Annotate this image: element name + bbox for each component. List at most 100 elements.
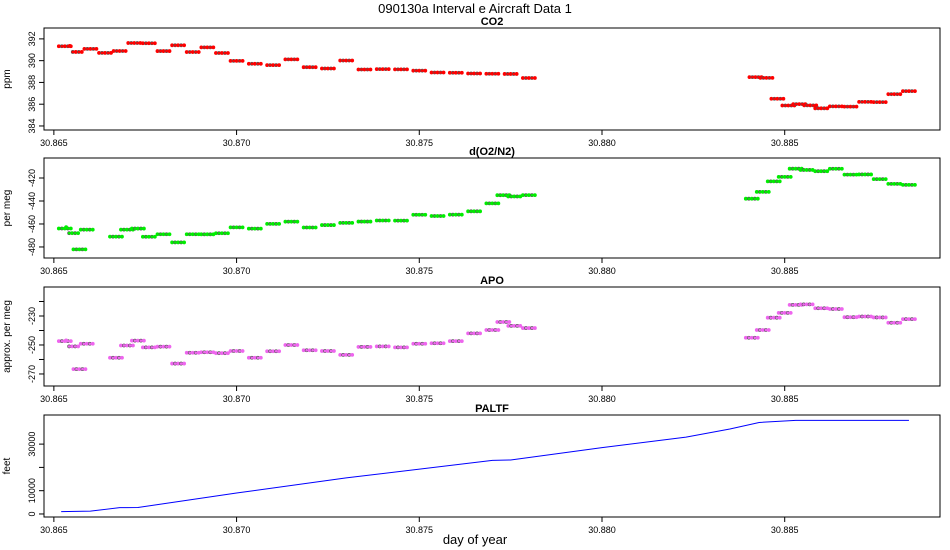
data-point xyxy=(777,179,782,184)
data-point xyxy=(788,175,793,179)
data-point xyxy=(240,58,245,63)
y-tick-label: -250 xyxy=(27,336,37,354)
y-tick-label: -420 xyxy=(27,169,37,187)
data-point xyxy=(64,225,69,230)
data-point xyxy=(313,65,318,70)
data-point xyxy=(295,343,300,347)
panel-d-o2-n2-: d(O2/N2) per meg -480 -460 -440 -420 30.865 30.… xyxy=(2,146,941,276)
data-point xyxy=(405,345,409,350)
y-axis-label: feet xyxy=(2,457,13,474)
data-point xyxy=(258,61,263,66)
data-point xyxy=(350,58,355,63)
data-point xyxy=(152,234,157,239)
plot-frame xyxy=(43,414,941,518)
x-tick-label: 30.885 xyxy=(771,266,799,276)
y-tick-label: 388 xyxy=(27,75,37,90)
data-point xyxy=(478,71,482,76)
x-tick-label: 30.885 xyxy=(771,525,799,535)
x-tick-label: 30.875 xyxy=(406,138,434,148)
data-point xyxy=(533,76,537,80)
data-point xyxy=(94,47,99,51)
data-point xyxy=(182,361,187,366)
data-point xyxy=(441,70,446,75)
data-point xyxy=(240,225,245,230)
data-point xyxy=(514,72,519,76)
panel-title: CO2 xyxy=(481,16,504,28)
data-point xyxy=(386,218,391,223)
y-tick-label: -460 xyxy=(27,215,37,233)
data-point xyxy=(313,225,318,230)
y-tick-label: -440 xyxy=(27,192,37,210)
data-point xyxy=(459,339,464,344)
data-point xyxy=(770,75,775,80)
y-tick-label: 390 xyxy=(27,53,37,68)
data-point xyxy=(496,201,501,206)
x-tick-label: 30.865 xyxy=(40,525,68,535)
data-point xyxy=(90,227,95,232)
data-point xyxy=(350,352,355,357)
data-point xyxy=(423,212,428,217)
data-point xyxy=(405,67,409,72)
data-point xyxy=(277,63,282,68)
y-tick-label: 10000 xyxy=(27,478,37,503)
x-tick-label: 30.875 xyxy=(406,266,434,276)
data-point xyxy=(913,317,917,322)
data-point xyxy=(295,57,300,62)
data-point xyxy=(423,68,428,73)
data-point xyxy=(120,355,124,360)
data-point xyxy=(277,221,282,226)
data-point xyxy=(76,344,81,349)
y-tick-label: -480 xyxy=(27,238,37,256)
x-tick-label: 30.870 xyxy=(223,266,251,276)
x-tick-label: 30.880 xyxy=(588,266,616,276)
data-point xyxy=(258,226,263,231)
data-point xyxy=(167,49,172,53)
data-point xyxy=(386,344,391,349)
data-point xyxy=(120,234,124,239)
data-point xyxy=(142,226,146,231)
y-tick-label: 386 xyxy=(27,97,37,112)
data-point xyxy=(788,310,793,315)
data-point xyxy=(478,331,482,336)
panel-title: APO xyxy=(480,275,504,287)
data-point xyxy=(226,51,230,55)
data-point xyxy=(258,355,263,360)
panel-co2: CO2 ppm 384 386 388 390 392 30.865 30.870 30.875 3… xyxy=(2,16,941,148)
data-point xyxy=(883,315,888,320)
data-point xyxy=(459,70,464,75)
data-point xyxy=(123,49,128,53)
x-tick-label: 30.865 xyxy=(40,138,68,148)
x-tick-label: 30.865 xyxy=(40,394,68,404)
data-point xyxy=(869,172,873,177)
data-point xyxy=(368,67,373,72)
data-point xyxy=(496,71,501,76)
data-point xyxy=(386,67,391,72)
panel-title: PALTF xyxy=(475,403,509,415)
data-point xyxy=(182,240,187,245)
x-tick-label: 30.880 xyxy=(588,525,616,535)
x-tick-label: 30.885 xyxy=(771,138,799,148)
data-point xyxy=(332,66,336,71)
data-point xyxy=(441,214,446,218)
y-axis-label: approx. per meg xyxy=(2,300,13,373)
y-tick-label: 30000 xyxy=(27,432,37,457)
data-point xyxy=(240,349,245,353)
data-point xyxy=(368,345,373,349)
panel-paltf: PALTF feet 0 10000 30000 30.865 30.870 30.875 30… xyxy=(2,403,941,535)
y-axis-label: per meg xyxy=(2,190,13,227)
data-point xyxy=(533,193,537,198)
data-point xyxy=(277,349,282,354)
data-point xyxy=(533,326,537,330)
x-tick-label: 30.875 xyxy=(406,525,434,535)
data-point xyxy=(211,45,216,50)
data-point xyxy=(839,166,844,171)
data-point xyxy=(196,50,201,54)
data-point xyxy=(405,218,409,223)
data-point xyxy=(507,320,512,324)
data-point xyxy=(441,341,446,346)
y-tick-label: 0 xyxy=(27,511,37,516)
data-point xyxy=(226,351,230,356)
data-point xyxy=(350,220,355,225)
